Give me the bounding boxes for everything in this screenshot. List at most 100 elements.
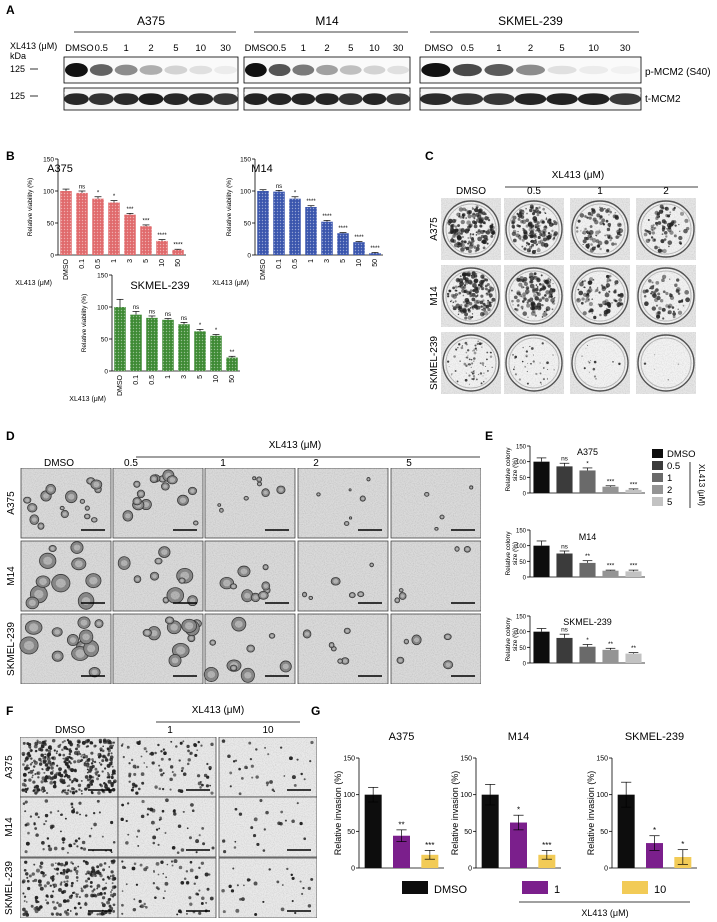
- well-rim: [640, 337, 692, 389]
- invading-cell: [24, 757, 29, 762]
- colony-dot: [576, 226, 579, 229]
- spheroid-core: [264, 565, 268, 569]
- invading-cell: [26, 879, 30, 883]
- colony-dot: [458, 207, 464, 212]
- spheroid-core: [309, 596, 312, 599]
- colony-dot: [671, 306, 675, 309]
- colony-dot: [536, 292, 540, 295]
- colony-dot: [544, 294, 547, 297]
- spheroid-core: [34, 590, 44, 599]
- colony-dot: [614, 242, 617, 246]
- invading-cell: [173, 859, 178, 864]
- spheroid-core: [190, 488, 195, 493]
- significance-label: *: [294, 190, 297, 196]
- invading-cell: [87, 877, 91, 881]
- invading-cell: [143, 902, 146, 906]
- lane-label: 2: [148, 43, 153, 54]
- colony-dot: [588, 298, 590, 301]
- invading-cell: [25, 901, 28, 903]
- colony-dot: [597, 244, 600, 248]
- colony-dot: [608, 290, 611, 293]
- invading-cell: [33, 744, 38, 749]
- invading-cell: [58, 753, 62, 757]
- colony-dot: [536, 243, 538, 245]
- colony-dot: [577, 219, 581, 223]
- spheroid-core: [39, 578, 47, 586]
- invading-cell: [102, 878, 105, 881]
- spheroid-core: [455, 547, 459, 551]
- y-tick-label: 50: [101, 337, 109, 344]
- panel-d-row-label: SKMEL-239: [6, 622, 17, 676]
- y-tick-label: 50: [47, 221, 55, 228]
- colony-dot: [658, 246, 660, 248]
- colony-dot: [474, 274, 478, 278]
- culture-well: [637, 334, 695, 392]
- colony-dot: [651, 281, 654, 284]
- invading-cell: [89, 872, 93, 876]
- invading-cell: [262, 849, 266, 852]
- colony-dot: [461, 235, 465, 239]
- spheroid-core: [194, 521, 198, 525]
- colony-dot: [529, 208, 533, 213]
- colony-dot: [457, 313, 460, 316]
- colony-dot: [479, 300, 484, 305]
- colony-dot: [461, 288, 466, 293]
- spheroid-core: [68, 493, 75, 500]
- spheroid-core: [189, 598, 196, 604]
- invading-cell: [40, 780, 44, 784]
- invading-cell: [136, 740, 140, 745]
- invading-cell: [69, 910, 72, 912]
- x-tick-label: DMSO: [260, 258, 267, 280]
- invading-cell: [125, 883, 128, 886]
- invading-cell: [107, 773, 110, 777]
- invading-cell: [22, 763, 25, 766]
- x-tick-label: 1: [308, 259, 315, 263]
- colony-dot: [678, 223, 680, 226]
- colony-dot: [591, 209, 596, 214]
- invading-cell: [96, 884, 101, 888]
- colony-dot: [542, 237, 547, 242]
- colony-dot: [524, 366, 526, 368]
- panel-letter-b: B: [6, 149, 15, 163]
- panel-letter-a: A: [6, 3, 15, 17]
- colony-dot: [542, 207, 546, 211]
- invading-cell: [52, 770, 54, 772]
- band: [214, 65, 238, 75]
- invading-cell: [264, 746, 267, 749]
- spheroid-core: [185, 622, 194, 630]
- colony-dot: [611, 302, 613, 304]
- invading-cell: [253, 817, 258, 822]
- micrograph-frame: [218, 857, 318, 919]
- y-tick-label: 150: [97, 273, 108, 280]
- invading-cell: [45, 748, 49, 752]
- colony-dot: [544, 297, 549, 302]
- panel-c-drug-label: XL413 (μM): [552, 170, 604, 181]
- invading-cell: [26, 764, 29, 767]
- invading-cell: [83, 753, 86, 756]
- colony-dot: [520, 214, 523, 217]
- well-rim: [508, 270, 560, 322]
- colony-dot: [539, 362, 541, 364]
- colony-dot: [527, 316, 529, 318]
- colony-dot: [467, 229, 470, 232]
- colony-dot: [474, 249, 478, 253]
- colony-dot: [534, 249, 537, 252]
- colony-dot: [582, 243, 584, 246]
- panel-c-column-label: 1: [597, 186, 603, 197]
- legend-drug-label: XL413 (μM): [697, 464, 706, 506]
- bar-pattern: [178, 324, 190, 371]
- colony-dot: [588, 371, 590, 373]
- colony-dot: [469, 363, 472, 366]
- colony-dot: [522, 311, 528, 316]
- colony-dot: [526, 301, 530, 304]
- invading-cell: [46, 837, 50, 840]
- colony-dot: [668, 303, 673, 308]
- colony-dot: [489, 296, 492, 299]
- y-axis-label: Relative invasion (%): [333, 771, 343, 856]
- invading-cell: [88, 913, 91, 916]
- invading-cell: [27, 751, 30, 754]
- invading-cell: [169, 765, 174, 769]
- colony-dot: [478, 342, 482, 345]
- colony-dot: [615, 235, 619, 239]
